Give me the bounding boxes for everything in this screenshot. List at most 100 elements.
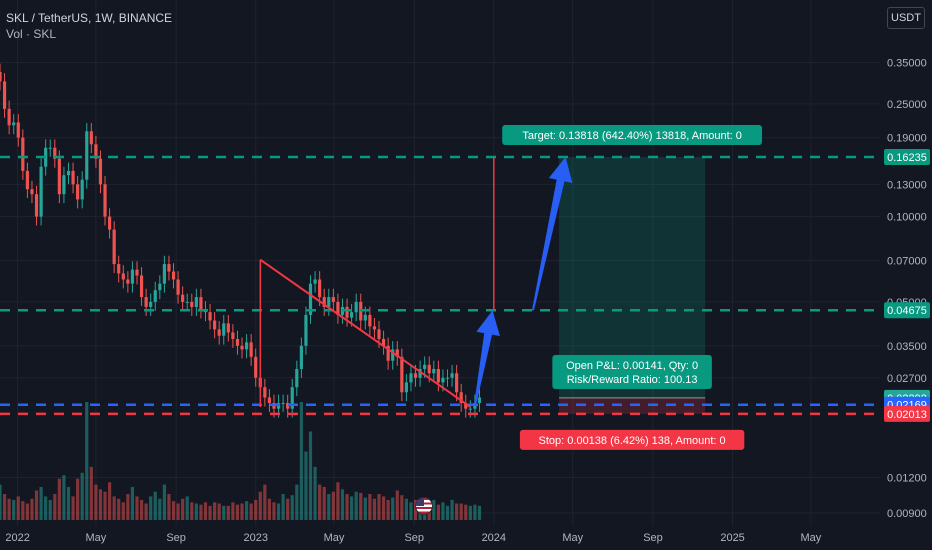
- candle-body: [409, 373, 413, 383]
- projection-arrow: [473, 310, 500, 406]
- x-tick-label: Sep: [166, 532, 186, 544]
- volume-bar: [171, 501, 176, 520]
- candle-body: [267, 397, 272, 403]
- volume-bar: [377, 494, 381, 520]
- candle-body: [89, 131, 93, 145]
- candle-body: [98, 158, 103, 185]
- volume-bar: [213, 502, 217, 520]
- volume-bar: [455, 503, 459, 520]
- y-tick-label: 0.35000: [887, 57, 927, 69]
- volume-bar: [185, 496, 189, 520]
- candle-body: [423, 364, 427, 369]
- volume-bar: [281, 494, 285, 520]
- candle-body: [181, 294, 185, 302]
- candle-body: [286, 402, 290, 409]
- volume-bar: [80, 472, 84, 520]
- volume-bar: [103, 491, 107, 520]
- volume-bar: [121, 502, 125, 520]
- candle-body: [16, 122, 20, 138]
- volume-bar: [12, 499, 16, 520]
- candle-body: [455, 373, 459, 393]
- volume-bar: [117, 498, 121, 520]
- candle-body: [12, 122, 16, 126]
- volume-bar: [85, 402, 89, 520]
- volume-bar: [231, 502, 235, 520]
- candle-body: [217, 329, 221, 336]
- volume-bar: [441, 502, 445, 520]
- candle-body: [468, 408, 472, 410]
- price-tag-target: [884, 148, 930, 165]
- candle-body: [404, 382, 409, 393]
- candle-body: [66, 170, 71, 176]
- volume-bar: [162, 484, 166, 520]
- volume-bar: [235, 504, 240, 520]
- candle-body: [464, 402, 468, 409]
- us-flag-icon: [415, 497, 433, 515]
- candle-body: [427, 364, 431, 374]
- volume-bar: [404, 498, 409, 520]
- target-label-text: Target: 0.13818 (642.40%) 13818, Amount:…: [522, 130, 742, 142]
- candle-body: [158, 283, 162, 291]
- target-label-bg: [502, 124, 763, 145]
- volume-bar: [299, 402, 303, 520]
- volume-bar: [66, 486, 71, 520]
- candle-body: [7, 108, 11, 126]
- volume-bar: [267, 498, 272, 520]
- volume-bar: [368, 494, 372, 520]
- symbol-title: SKL / TetherUS, 1W, BINANCE: [6, 11, 173, 25]
- volume-bar: [468, 505, 472, 520]
- volume-bar: [190, 502, 194, 520]
- y-tick-label: 0.03500: [887, 341, 927, 353]
- pnl-label-text: Risk/Reward Ratio: 100.13: [567, 374, 698, 386]
- volume-bar: [286, 498, 290, 520]
- volume-bar: [386, 499, 390, 520]
- time-axis: [0, 526, 932, 550]
- candle-body: [139, 275, 144, 298]
- volume-bar: [327, 494, 331, 520]
- candle-body: [39, 166, 43, 217]
- target-label: Target: 0.13818 (642.40%) 13818, Amount:…: [502, 124, 763, 145]
- y-tick-label: 0.01200: [887, 473, 927, 485]
- candle-body: [331, 297, 335, 302]
- candle-body: [117, 264, 121, 274]
- volume-bar: [331, 491, 335, 520]
- y-tick-label: 0.13000: [887, 179, 927, 191]
- candle-body: [235, 338, 240, 346]
- candle-body: [299, 345, 303, 369]
- x-tick-label: 2023: [243, 532, 267, 544]
- candle-body: [281, 402, 285, 404]
- volume-bar: [436, 504, 440, 520]
- volume-bar: [158, 498, 162, 520]
- currency-button[interactable]: USDT: [887, 7, 925, 29]
- candle-body: [391, 349, 395, 361]
- candle-body: [345, 306, 349, 318]
- volume-bar: [295, 484, 299, 520]
- candle-body: [71, 170, 75, 185]
- chart-legend: SKL / TetherUS, 1W, BINANCE Vol · SKL: [6, 10, 172, 42]
- candle-body: [450, 373, 454, 378]
- volume-bar: [135, 496, 139, 520]
- volume-bar: [126, 494, 130, 520]
- candle-body: [85, 131, 89, 180]
- volume-bar: [263, 484, 267, 520]
- candle-body: [418, 368, 422, 378]
- volume-bar: [318, 484, 322, 520]
- volume-bar: [381, 496, 386, 520]
- x-tick-label: May: [800, 532, 821, 544]
- volume-bar: [445, 505, 450, 520]
- volume-bar: [240, 503, 244, 520]
- volume-bar: [34, 490, 39, 520]
- candle-body: [308, 283, 313, 315]
- candle-body: [441, 377, 445, 383]
- candle-body: [144, 297, 148, 307]
- candle-body: [295, 368, 299, 388]
- candle-body: [2, 81, 7, 109]
- volume-bar: [258, 491, 262, 520]
- volume-bar: [464, 504, 468, 520]
- volume-bar: [400, 495, 404, 520]
- candle-body: [62, 175, 66, 195]
- volume-bar: [354, 491, 358, 520]
- candle-body: [436, 368, 440, 383]
- volume-bar: [112, 496, 116, 520]
